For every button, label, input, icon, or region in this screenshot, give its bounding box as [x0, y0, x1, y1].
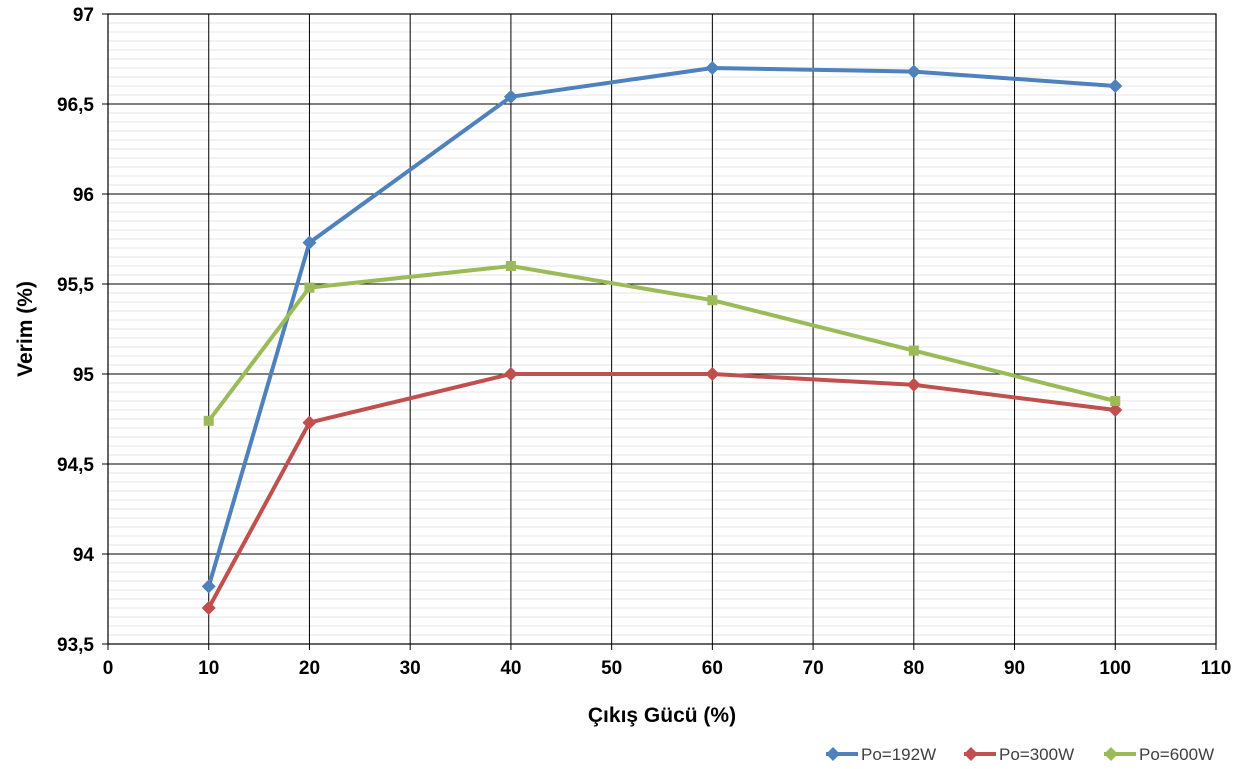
x-axis: 0 10 20 30 40 50 60 70 80 90 100 110 — [103, 644, 1232, 679]
x-tick-label: 30 — [400, 658, 421, 679]
legend-marker — [964, 747, 978, 761]
y-tick-label: 94,5 — [57, 455, 94, 476]
y-tick-label: 96 — [73, 185, 94, 206]
legend: Po=192W Po=300W Po=600W — [826, 745, 1214, 764]
data-point — [705, 61, 720, 75]
series-line — [206, 264, 1118, 423]
x-tick-label: 90 — [1004, 658, 1025, 679]
data-point — [503, 89, 518, 104]
legend-item: Po=300W — [964, 745, 1074, 764]
series-line — [206, 66, 1118, 589]
major-grid — [108, 14, 1216, 644]
data-point — [1110, 396, 1121, 406]
legend-marker — [1104, 747, 1118, 761]
data-point — [505, 261, 516, 271]
data-point — [302, 235, 317, 250]
data-point — [906, 64, 921, 79]
data-point — [1108, 403, 1123, 417]
data-point — [707, 295, 718, 306]
x-tick-label: 10 — [198, 658, 219, 679]
data-point — [503, 367, 518, 381]
y-tick-label: 95,5 — [57, 275, 94, 296]
x-tick-label: 40 — [500, 658, 521, 679]
y-axis: 93,5 94 94,5 95 95,5 96 96,5 97 — [57, 5, 108, 656]
legend-label: Po=300W — [999, 745, 1074, 764]
data-point — [908, 345, 919, 356]
series-po-192w — [201, 61, 1123, 594]
y-axis-title: Verim (%) — [14, 281, 37, 377]
y-tick-label: 96,5 — [57, 95, 94, 116]
legend-item: Po=600W — [1104, 745, 1214, 764]
y-tick-label: 95 — [73, 365, 95, 386]
legend-marker — [826, 747, 840, 761]
x-tick-label: 80 — [903, 658, 924, 679]
x-tick-label: 100 — [1099, 658, 1131, 679]
x-tick-label: 70 — [803, 658, 824, 679]
legend-item: Po=192W — [826, 745, 936, 764]
data-point — [302, 415, 317, 430]
series-line — [206, 372, 1118, 610]
x-tick-label: 60 — [702, 658, 723, 679]
series-po-600w — [203, 261, 1121, 426]
series-layer — [201, 61, 1123, 615]
x-axis-title: Çıkış Gücü (%) — [588, 704, 736, 727]
series-po-300w — [201, 367, 1123, 615]
x-tick-label: 50 — [601, 658, 622, 679]
y-tick-label: 93,5 — [57, 635, 94, 656]
data-point — [203, 415, 214, 426]
x-tick-label: 20 — [299, 658, 320, 679]
data-point — [304, 282, 315, 293]
data-point — [201, 601, 216, 615]
y-tick-label: 97 — [73, 5, 94, 26]
plot-area — [107, 13, 1217, 645]
data-point — [201, 579, 216, 594]
x-tick-label: 110 — [1201, 658, 1232, 679]
data-point — [906, 377, 921, 392]
data-point — [705, 367, 720, 381]
legend-label: Po=192W — [861, 745, 936, 764]
minor-grid — [108, 22, 1216, 636]
legend-label: Po=600W — [1139, 745, 1214, 764]
x-tick-label: 0 — [103, 658, 114, 679]
data-point — [1108, 79, 1123, 93]
y-tick-label: 94 — [73, 545, 95, 566]
